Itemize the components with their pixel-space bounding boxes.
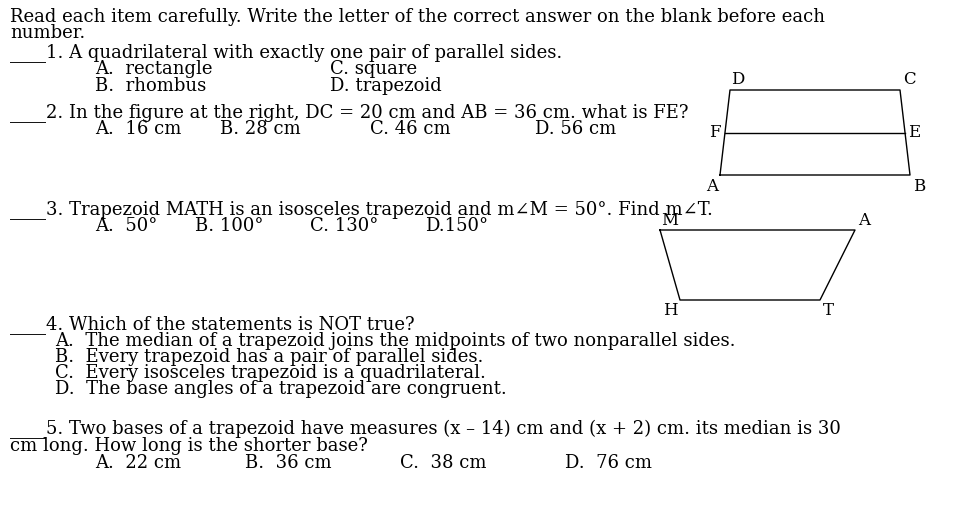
Text: A: A xyxy=(706,178,718,195)
Text: A.  50°: A. 50° xyxy=(95,217,157,235)
Text: F: F xyxy=(710,124,721,141)
Text: T: T xyxy=(823,302,834,319)
Text: cm long. How long is the shorter base?: cm long. How long is the shorter base? xyxy=(10,437,368,455)
Text: A: A xyxy=(858,212,870,229)
Text: A.  rectangle: A. rectangle xyxy=(95,60,212,78)
Text: B. 28 cm: B. 28 cm xyxy=(220,120,301,138)
Text: H: H xyxy=(663,302,678,319)
Text: A.  16 cm: A. 16 cm xyxy=(95,120,181,138)
Text: C. 46 cm: C. 46 cm xyxy=(370,120,450,138)
Text: C. 130°: C. 130° xyxy=(310,217,379,235)
Text: M: M xyxy=(661,212,678,229)
Text: D.150°: D.150° xyxy=(425,217,488,235)
Text: ____2. In the figure at the right, DC = 20 cm and AB = 36 cm. what is FE?: ____2. In the figure at the right, DC = … xyxy=(10,103,688,122)
Text: ____1. A quadrilateral with exactly one pair of parallel sides.: ____1. A quadrilateral with exactly one … xyxy=(10,43,562,62)
Text: number.: number. xyxy=(10,24,85,42)
Text: D.  The base angles of a trapezoid are congruent.: D. The base angles of a trapezoid are co… xyxy=(55,380,507,398)
Text: B.  rhombus: B. rhombus xyxy=(95,77,206,95)
Text: A.  22 cm: A. 22 cm xyxy=(95,454,181,472)
Text: D. 56 cm: D. 56 cm xyxy=(535,120,616,138)
Text: D. trapezoid: D. trapezoid xyxy=(330,77,442,95)
Text: B. 100°: B. 100° xyxy=(195,217,263,235)
Text: B: B xyxy=(913,178,925,195)
Text: A.  The median of a trapezoid joins the midpoints of two nonparallel sides.: A. The median of a trapezoid joins the m… xyxy=(55,332,736,350)
Text: C.  Every isosceles trapezoid is a quadrilateral.: C. Every isosceles trapezoid is a quadri… xyxy=(55,364,486,382)
Text: ____4. Which of the statements is NOT true?: ____4. Which of the statements is NOT tr… xyxy=(10,315,415,334)
Text: D: D xyxy=(731,71,744,88)
Text: D.  76 cm: D. 76 cm xyxy=(565,454,652,472)
Text: C: C xyxy=(903,71,916,88)
Text: C.  38 cm: C. 38 cm xyxy=(400,454,487,472)
Text: B.  Every trapezoid has a pair of parallel sides.: B. Every trapezoid has a pair of paralle… xyxy=(55,348,483,366)
Text: Read each item carefully. Write the letter of the correct answer on the blank be: Read each item carefully. Write the lett… xyxy=(10,8,825,26)
Text: ____5. Two bases of a trapezoid have measures (x – 14) cm and (x + 2) cm. its me: ____5. Two bases of a trapezoid have mea… xyxy=(10,420,841,439)
Text: B.  36 cm: B. 36 cm xyxy=(245,454,332,472)
Text: ____3. Trapezoid MATH is an isosceles trapezoid and m∠M = 50°. Find m∠T.: ____3. Trapezoid MATH is an isosceles tr… xyxy=(10,200,712,219)
Text: E: E xyxy=(908,124,921,141)
Text: C. square: C. square xyxy=(330,60,417,78)
